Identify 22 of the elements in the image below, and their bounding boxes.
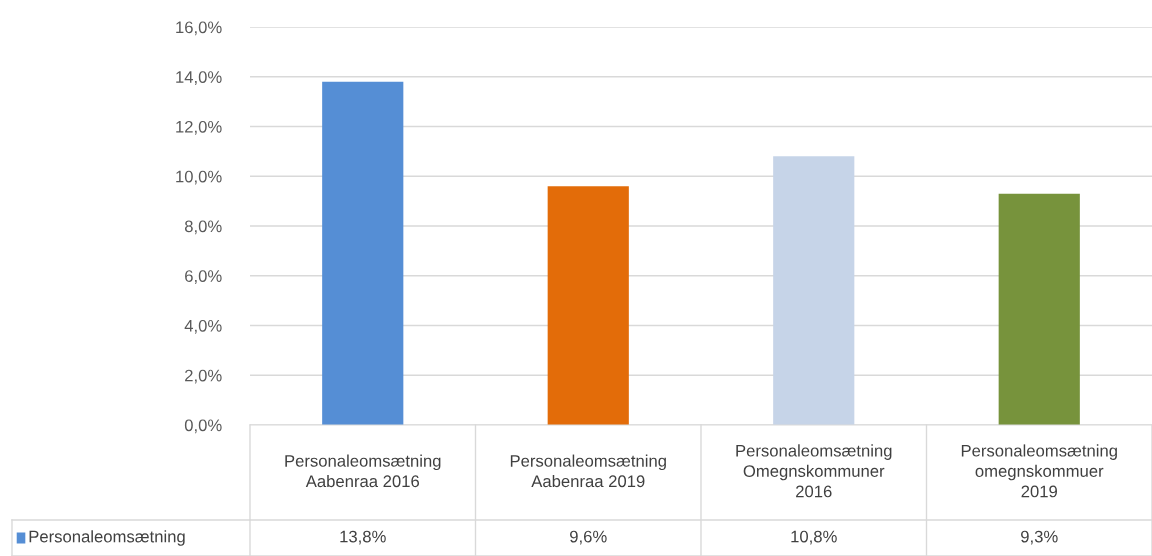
data-label: 9,6%: [570, 530, 607, 545]
x-tick-label: Personaleomsætning Aabenraa 2019: [510, 454, 666, 488]
y-tick-label: 2,0%: [185, 369, 222, 384]
y-tick-label: 14,0%: [176, 71, 222, 85]
y-tick-label: 8,0%: [184, 220, 222, 235]
x-tick-label: Personaleomsætning Omegnskommuner 2016: [736, 444, 892, 498]
data-label: 9,3%: [1021, 530, 1058, 545]
bar: [998, 193, 1080, 425]
x-tick-label: Personaleomsætning omegnskommuer 2019: [961, 444, 1117, 498]
bar: [547, 186, 629, 425]
data-label: 13,8%: [340, 530, 386, 545]
legend-label: Personaleomsætning: [29, 530, 185, 546]
y-tick-label: 10,0%: [176, 170, 222, 185]
bar: [322, 81, 404, 425]
y-tick-label: 4,0%: [184, 319, 222, 334]
y-tick-label: 16,0%: [176, 21, 222, 36]
y-tick-label: 12,0%: [176, 120, 222, 135]
x-tick-label: Personaleomsætning Aabenraa 2016: [285, 454, 441, 488]
data-label: 10,8%: [791, 530, 837, 545]
y-tick-label: 0,0%: [184, 419, 222, 434]
y-tick-label: 6,0%: [185, 270, 222, 284]
bar: [773, 156, 855, 425]
